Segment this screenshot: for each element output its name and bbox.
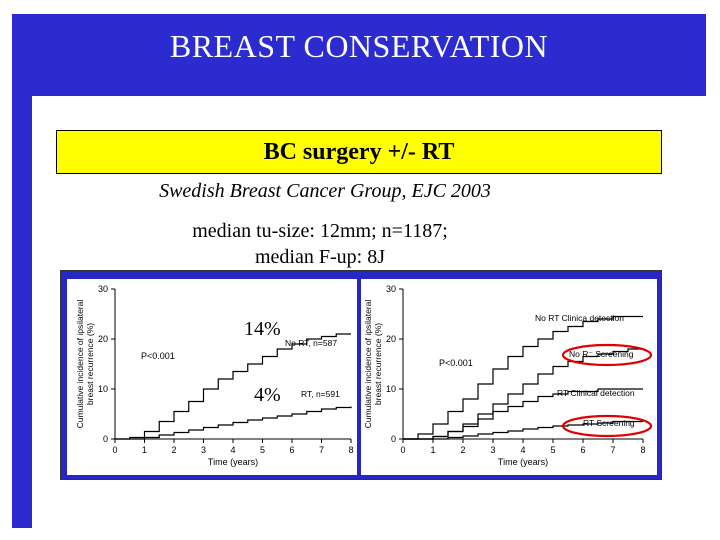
y-tick-label: 20 — [386, 334, 396, 344]
x-tick-label: 1 — [142, 445, 147, 455]
x-tick-label: 0 — [400, 445, 405, 455]
source-citation-text: Swedish Breast Cancer Group, EJC 2003 — [159, 180, 491, 202]
series-label-4: RT Screening — [583, 418, 635, 428]
x-tick-label: 6 — [580, 445, 585, 455]
p-value-annotation: P<0.001 — [141, 351, 175, 361]
chart-2: 0 1 2 3 4 5 6 7 8 0 10 20 30 Time (years) Cumulative i… — [361, 279, 657, 475]
study-stats: median tu-size: 12mm; n=1187; median F-u… — [120, 218, 520, 270]
x-tick-label: 2 — [171, 445, 176, 455]
x-axis-label: Time (years) — [208, 457, 258, 467]
source-citation: Swedish Breast Cancer Group, EJC 2003 — [0, 180, 720, 203]
y-tick-label: 30 — [98, 284, 108, 294]
x-tick-label: 5 — [260, 445, 265, 455]
x-tick-label: 7 — [319, 445, 324, 455]
p-value-annotation: P<0.001 — [439, 358, 473, 368]
x-tick-label: 1 — [430, 445, 435, 455]
x-tick-label: 7 — [610, 445, 615, 455]
study-banner-text: BC surgery +/- RT — [263, 138, 455, 165]
series-line-4 — [403, 420, 643, 440]
chart-1-background — [67, 279, 357, 475]
series-label-3: RT Clinical detection — [557, 388, 635, 398]
y-tick-label: 0 — [391, 434, 396, 444]
series-line-1 — [115, 333, 351, 440]
x-tick-label: 8 — [640, 445, 645, 455]
highlight-oval — [561, 414, 653, 438]
x-tick-label: 8 — [348, 445, 353, 455]
x-tick-label: 3 — [490, 445, 495, 455]
x-tick-label: 0 — [112, 445, 117, 455]
figure-panel: 0 1 2 3 4 5 6 7 8 0 10 20 30 Time (years) Cumulative i… — [60, 270, 662, 480]
study-banner: BC surgery +/- RT — [56, 130, 662, 174]
x-tick-label: 6 — [289, 445, 294, 455]
series-line-2 — [115, 406, 352, 440]
series-label-1: No RT, n=587 — [285, 338, 337, 348]
series-label-1: No RT Clinica detection — [535, 313, 624, 323]
y-tick-label: 30 — [386, 284, 396, 294]
y-tick-label: 20 — [98, 334, 108, 344]
y-tick-label: 10 — [386, 384, 396, 394]
callout-high-percent: 14% — [244, 318, 281, 340]
highlight-oval — [561, 343, 653, 367]
series-label-2: RT, n=591 — [301, 389, 340, 399]
series-label-2: No R⁻ Screening — [569, 349, 634, 359]
y-axis-label: Cumulative incidence of ipsilateralbreas… — [75, 300, 95, 429]
x-tick-label: 3 — [201, 445, 206, 455]
stats-line-2: median F-up: 8J — [255, 246, 385, 268]
x-tick-label: 5 — [550, 445, 555, 455]
x-tick-label: 4 — [520, 445, 525, 455]
x-tick-label: 4 — [230, 445, 235, 455]
callout-low-percent: 4% — [254, 384, 281, 406]
slide-title: BREAST CONSERVATION — [169, 28, 549, 64]
x-tick-label: 2 — [460, 445, 465, 455]
stats-line-1: median tu-size: 12mm; n=1187; — [192, 220, 448, 242]
series-line-3 — [403, 388, 643, 440]
x-axis-label: Time (years) — [498, 457, 548, 467]
series-line-1 — [403, 315, 643, 440]
chart-1: 0 1 2 3 4 5 6 7 8 0 10 20 30 Time (years) Cumulative i… — [67, 279, 357, 475]
y-tick-label: 10 — [98, 384, 108, 394]
chart-2-background — [361, 279, 657, 475]
y-axis-label: Cumulative incidence of ipsilateralbreas… — [363, 300, 383, 429]
y-tick-label: 0 — [103, 434, 108, 444]
